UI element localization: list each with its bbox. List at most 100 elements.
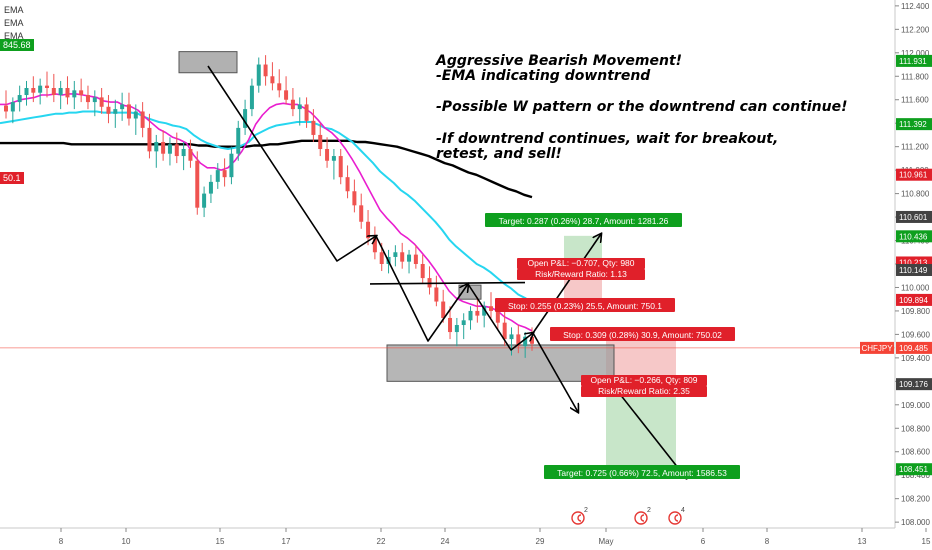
- price-label: 111.931: [899, 57, 927, 66]
- price-tick-label: 109.600: [901, 330, 930, 339]
- candle-body: [99, 97, 104, 107]
- candle-body: [195, 160, 200, 208]
- legend-ema-3[interactable]: EMA: [4, 31, 24, 41]
- left-value-badge-2: 50.1: [0, 172, 24, 184]
- candle-body: [359, 205, 364, 222]
- pnl-label[interactable]: Risk/Reward Ratio: 1.13: [535, 269, 627, 279]
- candle-body: [92, 97, 97, 103]
- trade-label-bg: [581, 386, 707, 397]
- candle-body: [256, 64, 261, 86]
- candle-body: [475, 310, 480, 316]
- drawn-arrow-up-1: [532, 234, 601, 334]
- price-tick-label: 110.000: [901, 283, 930, 292]
- time-tick-label: 15: [922, 537, 931, 546]
- demand-zone-box: [386, 344, 615, 382]
- event-icon-glyph: [640, 514, 645, 522]
- trade-label-bg: [544, 465, 740, 479]
- candle-body: [393, 252, 398, 257]
- drawn-arrow-down-3: [467, 283, 533, 351]
- target-label[interactable]: Target: 0.725 (0.66%) 72.5, Amount: 1586…: [557, 468, 727, 478]
- candle-body: [311, 120, 316, 135]
- candle-body: [38, 85, 43, 93]
- price-label-bg: [896, 263, 932, 276]
- price-label-bg: [896, 168, 932, 181]
- candle-body: [229, 153, 234, 178]
- stop-label[interactable]: Stop: 0.309 (0.28%) 30.9, Amount: 750.02: [563, 330, 722, 340]
- pnl-label[interactable]: Open P&L: −0.707, Qty: 980: [527, 258, 634, 268]
- time-tick-label: 29: [536, 537, 545, 546]
- price-tick-label: 109.400: [901, 354, 930, 363]
- candle-body: [318, 134, 323, 150]
- price-label-bg: [896, 463, 932, 476]
- time-tick-label: 22: [377, 537, 386, 546]
- earnings-event-icon[interactable]: 2: [634, 507, 651, 525]
- event-icon-glyph: [674, 514, 679, 522]
- candle-body: [181, 149, 186, 157]
- stop-label[interactable]: Stop: 0.255 (0.23%) 25.5, Amount: 750.1: [508, 301, 662, 311]
- time-tick-label: 8: [59, 537, 64, 546]
- price-axis[interactable]: 112.400112.200112.000111.800111.600111.4…: [860, 0, 932, 550]
- event-count: 2: [647, 507, 651, 514]
- candle-body: [509, 334, 514, 340]
- candle-body: [489, 306, 494, 311]
- candle-body: [461, 320, 466, 326]
- candle-body: [147, 127, 152, 152]
- price-tick-label: 108.000: [901, 518, 930, 527]
- candle-body: [4, 105, 8, 112]
- trade-labels: Target: 0.287 (0.26%) 28.7, Amount: 1281…: [485, 213, 740, 479]
- resistance-line: [369, 281, 526, 285]
- trade-label-bg: [581, 375, 707, 386]
- candle-body: [407, 254, 412, 262]
- candle-body: [468, 310, 473, 321]
- candle-body: [236, 127, 241, 154]
- drawn-arrow-down-1: [207, 65, 376, 262]
- candle-body: [133, 111, 138, 119]
- price-tick-label: 109.800: [901, 307, 930, 316]
- candle-body: [366, 221, 371, 239]
- price-label: 109.894: [899, 296, 928, 305]
- candle-body: [325, 149, 330, 161]
- pnl-label[interactable]: Open P&L: −0.266, Qty: 809: [590, 375, 697, 385]
- time-axis[interactable]: 8 10 15 17 22 24 29 May 6 8 13 15: [0, 527, 931, 546]
- candle-body: [44, 85, 49, 88]
- price-tick-label: 111.200: [901, 143, 929, 152]
- candle-body: [51, 88, 56, 96]
- candle-body: [208, 181, 213, 194]
- symbol-badge-bg: [860, 341, 894, 354]
- price-label: 110.961: [899, 171, 928, 180]
- candle-body: [530, 336, 534, 344]
- price-tick-label: 112.000: [901, 49, 930, 58]
- price-tick-label: 110.800: [901, 190, 930, 199]
- candle-body: [290, 99, 295, 110]
- candle-body: [379, 252, 384, 264]
- candle-body: [72, 90, 77, 98]
- price-tick-label: 108.200: [901, 495, 930, 504]
- candle-body: [304, 104, 309, 121]
- annotation-line: -Possible W pattern or the downtrend can…: [436, 99, 847, 115]
- price-label: 110.149: [899, 266, 928, 275]
- drawings: 2 2 4: [207, 65, 686, 525]
- candle-body: [120, 104, 125, 110]
- legend-ema-1[interactable]: EMA: [4, 5, 24, 15]
- candle-body: [106, 106, 111, 114]
- legend-ema-2[interactable]: EMA: [4, 18, 24, 28]
- earnings-event-icon[interactable]: 4: [668, 507, 685, 525]
- drawn-arrow-down-4: [532, 332, 578, 412]
- pnl-label[interactable]: Risk/Reward Ratio: 2.35: [598, 386, 690, 396]
- candle-body: [270, 76, 275, 84]
- candle-body: [400, 252, 405, 262]
- target-label[interactable]: Target: 0.287 (0.26%) 28.7, Amount: 1281…: [499, 216, 669, 226]
- candle-body: [331, 156, 336, 161]
- supply-zone-box-top: [178, 51, 238, 74]
- trade-label-bg: [485, 213, 682, 227]
- time-tick-label: 10: [122, 537, 131, 546]
- price-tick-label: 111.800: [901, 72, 929, 81]
- price-label: 109.485: [899, 344, 928, 353]
- price-label: 108.451: [899, 465, 928, 474]
- price-label-bg: [896, 378, 932, 391]
- earnings-event-icon[interactable]: 2: [571, 507, 588, 525]
- price-label-bg: [896, 210, 932, 223]
- candle-body: [58, 88, 63, 96]
- candle-body: [516, 334, 521, 347]
